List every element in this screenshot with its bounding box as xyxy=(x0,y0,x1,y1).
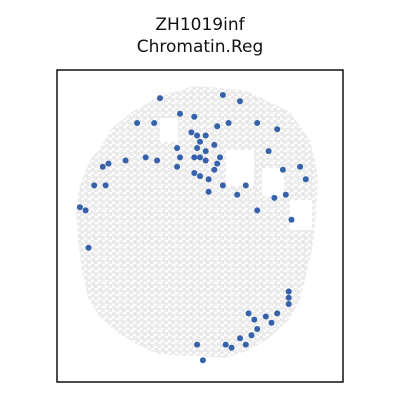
highlight-spot xyxy=(142,154,149,161)
chart-title: ZH1019inf xyxy=(155,15,245,35)
highlight-spot xyxy=(254,120,261,126)
highlight-spot xyxy=(228,344,235,351)
highlight-spot xyxy=(191,113,198,120)
highlight-spot xyxy=(262,313,269,320)
chart-subtitle: Chromatin.Reg xyxy=(136,37,264,57)
highlight-spot xyxy=(122,157,129,164)
highlight-spot xyxy=(199,357,206,364)
highlight-spot xyxy=(202,148,209,155)
highlight-spot xyxy=(271,194,278,201)
highlight-spot xyxy=(285,294,292,301)
highlight-spot xyxy=(174,163,181,170)
highlight-spot xyxy=(197,173,203,180)
highlight-spot xyxy=(214,123,221,130)
highlight-spot xyxy=(194,132,201,139)
highlight-spot xyxy=(268,319,275,326)
highlight-spot xyxy=(211,166,218,173)
highlight-spot xyxy=(202,132,209,139)
highlight-spot xyxy=(105,160,112,167)
highlight-spot xyxy=(157,95,163,102)
highlight-spot xyxy=(188,129,195,136)
highlight-spot xyxy=(91,182,98,189)
highlight-spot xyxy=(219,182,226,189)
highlight-spot xyxy=(191,170,198,176)
highlight-spot xyxy=(251,316,258,323)
highlight-spot xyxy=(177,154,183,161)
highlight-spot xyxy=(134,120,141,126)
highlight-spot xyxy=(217,154,223,161)
highlight-spot xyxy=(85,244,92,251)
highlight-spot xyxy=(197,138,203,145)
highlight-spot xyxy=(202,157,209,164)
highlight-spot xyxy=(254,207,261,214)
highlight-spot xyxy=(237,335,243,342)
highlight-spot xyxy=(279,166,286,173)
highlight-spot xyxy=(154,157,161,164)
highlight-spot xyxy=(288,216,295,223)
highlight-spot xyxy=(194,145,201,151)
highlight-spot xyxy=(225,120,232,126)
highlight-spot xyxy=(222,341,229,348)
highlight-spot xyxy=(245,310,252,317)
highlight-spot xyxy=(285,288,292,295)
highlight-spot xyxy=(237,98,243,105)
highlight-spot xyxy=(219,92,226,98)
highlight-spot xyxy=(265,148,272,155)
highlight-spot xyxy=(242,341,249,348)
highlight-spot xyxy=(254,326,261,332)
highlight-spot xyxy=(234,191,241,198)
highlight-spot xyxy=(274,126,281,133)
highlight-spot xyxy=(302,176,309,183)
highlight-spot xyxy=(174,145,181,151)
highlight-spot xyxy=(76,204,83,211)
highlight-spot xyxy=(194,341,201,348)
highlight-spot xyxy=(297,163,304,170)
highlight-spot xyxy=(151,120,158,126)
highlight-spot xyxy=(214,160,221,167)
highlight-spot xyxy=(102,182,109,189)
highlight-spot xyxy=(197,154,203,161)
highlight-spot xyxy=(205,188,212,195)
highlight-spot xyxy=(211,141,218,148)
highlight-spot xyxy=(177,110,183,117)
highlight-spot xyxy=(99,163,106,170)
highlight-spot xyxy=(82,207,89,214)
highlight-spot xyxy=(274,310,281,317)
highlight-spot xyxy=(191,154,198,161)
highlight-spot xyxy=(282,191,289,198)
highlight-spot xyxy=(205,176,212,183)
highlight-spot xyxy=(242,182,249,189)
highlight-spot xyxy=(285,301,292,307)
highlight-spot xyxy=(248,332,255,339)
